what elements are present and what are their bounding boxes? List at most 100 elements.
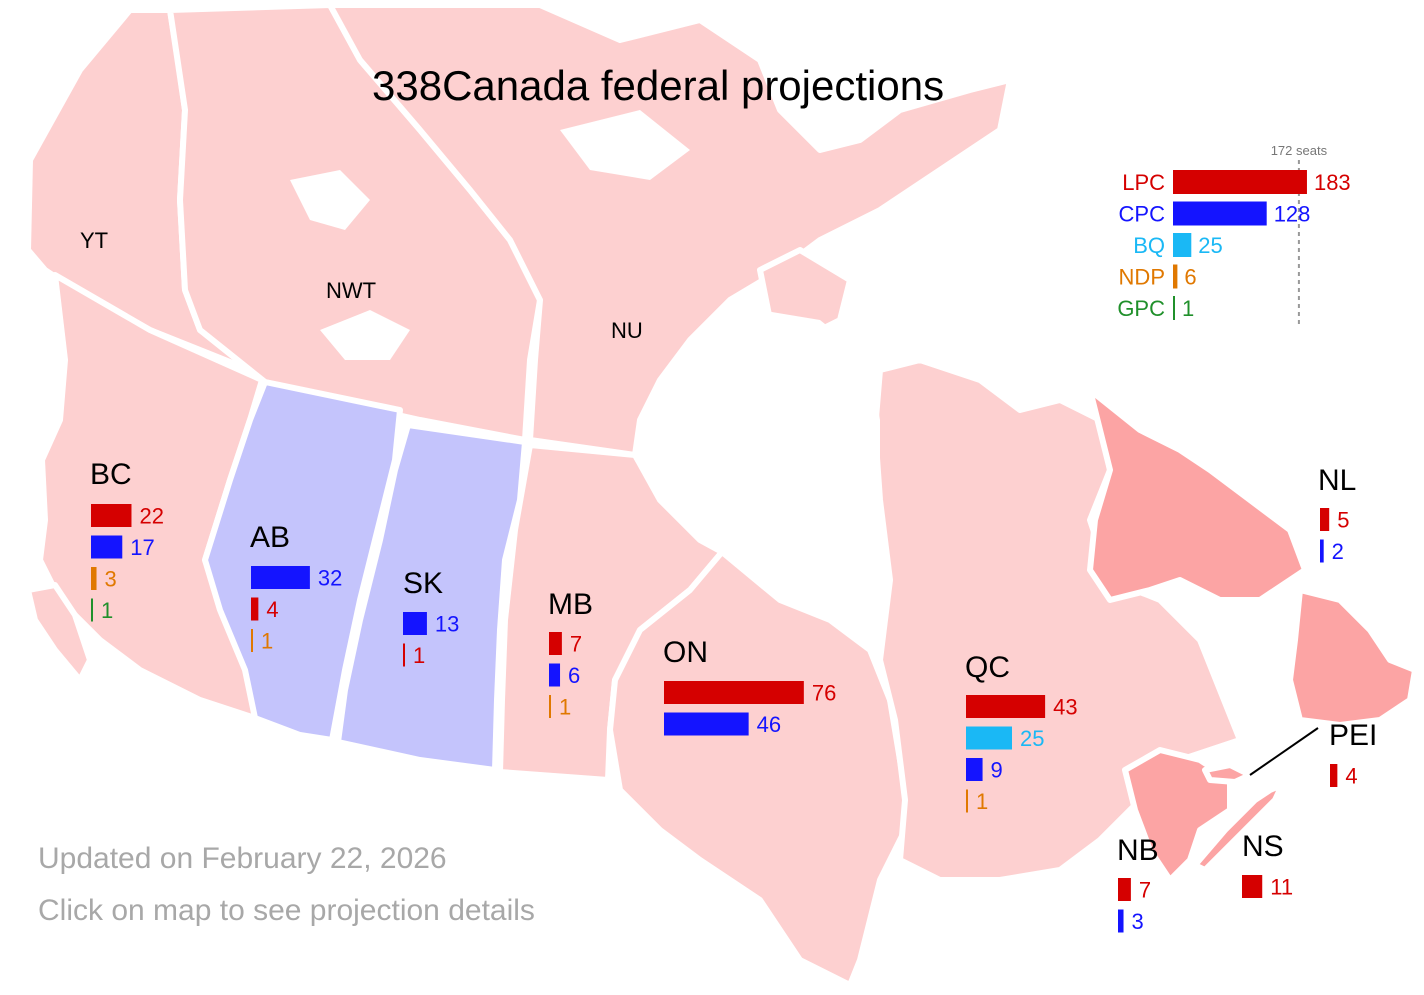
national-party-ndp: NDP	[1119, 265, 1165, 290]
bar-mb-lpc	[549, 632, 562, 655]
province-on[interactable]: ON 76 46	[663, 636, 836, 737]
value-sk-cpc: 13	[435, 612, 459, 637]
province-label-on: ON	[663, 636, 708, 669]
majority-label: 172 seats	[1271, 143, 1328, 158]
hudson-bay	[640, 310, 880, 590]
value-bc-lpc: 22	[139, 504, 163, 529]
region-nb[interactable]	[1122, 747, 1233, 883]
province-mb[interactable]: MB 7 6 1	[548, 588, 593, 720]
value-qc-lpc: 43	[1053, 695, 1077, 720]
bar-bc-ndp	[91, 567, 97, 590]
bar-nl-lpc	[1320, 508, 1330, 531]
region-nu[interactable]	[327, 2, 1013, 458]
national-value-cpc: 128	[1274, 202, 1311, 227]
province-label-nb: NB	[1117, 834, 1159, 867]
value-on-lpc: 76	[812, 681, 836, 706]
region-pei[interactable]	[1202, 762, 1253, 785]
province-qc[interactable]: QC 43 25 91	[965, 651, 1078, 814]
region-on[interactable]	[607, 549, 913, 988]
bar-qc-cpc	[966, 758, 983, 781]
bar-on-lpc	[664, 681, 804, 704]
province-label-ns: NS	[1242, 830, 1284, 863]
nu-inlet	[560, 110, 690, 180]
value-ab-lpc: 4	[266, 597, 278, 622]
province-label-bc: BC	[90, 458, 132, 491]
water-bodies	[290, 110, 880, 590]
bar-ab-ndp	[251, 629, 253, 652]
province-nb[interactable]: NB 7 3	[1117, 834, 1159, 934]
bar-qc-ndp	[966, 789, 968, 813]
region-nl-labrador[interactable]	[1087, 387, 1308, 603]
pei-leader-line	[1249, 727, 1319, 776]
province-sk[interactable]: SK 13 1	[403, 567, 459, 668]
national-bar-gpc	[1173, 296, 1175, 320]
value-nb-lpc: 7	[1139, 878, 1151, 903]
bar-ab-cpc	[251, 566, 310, 589]
page-title: 338Canada federal projections	[372, 62, 944, 109]
value-mb-lpc: 7	[570, 632, 582, 657]
bar-ab-lpc	[251, 597, 259, 621]
value-bc-cpc: 17	[130, 535, 154, 560]
bar-pei-lpc	[1330, 764, 1338, 787]
bar-mb-ndp	[549, 695, 551, 718]
label-yt: YT	[80, 228, 108, 253]
value-mb-cpc: 6	[568, 663, 580, 688]
national-bar-lpc	[1173, 170, 1307, 194]
province-ns[interactable]: NS 11	[1242, 830, 1293, 900]
bar-bc-gpc	[91, 598, 93, 622]
province-label-pei: PEI	[1329, 719, 1377, 752]
national-party-cpc: CPC	[1119, 202, 1166, 227]
bar-qc-bq	[966, 726, 1012, 750]
label-nu: NU	[611, 318, 643, 343]
national-value-lpc: 183	[1314, 170, 1351, 195]
value-nl-lpc: 5	[1337, 508, 1349, 533]
bar-sk-cpc	[403, 612, 427, 635]
province-bc[interactable]: BC 22 17 3 1	[90, 458, 164, 623]
bar-nb-lpc	[1118, 878, 1131, 901]
value-pei-lpc: 4	[1345, 764, 1357, 789]
updated-date: Updated on February 22, 2026	[38, 842, 447, 875]
bar-nb-cpc	[1118, 909, 1124, 933]
province-label-nl: NL	[1318, 464, 1356, 497]
province-results: BC221731AB3241SK131MB761ON7646QC432591NL…	[90, 458, 1377, 934]
national-party-lpc: LPC	[1122, 170, 1165, 195]
national-bar-ndp	[1173, 264, 1178, 289]
national-value-gpc: 1	[1182, 296, 1194, 321]
value-ns-lpc: 11	[1270, 875, 1293, 900]
click-hint: Click on map to see projection details	[38, 894, 535, 927]
province-nl[interactable]: NL 5 2	[1318, 464, 1356, 564]
bar-bc-lpc	[91, 504, 132, 527]
national-bar-bq	[1173, 233, 1192, 257]
national-value-bq: 25	[1198, 233, 1222, 258]
bar-sk-lpc	[403, 643, 405, 667]
national-party-bq: BQ	[1133, 233, 1165, 258]
value-nb-cpc: 3	[1132, 909, 1144, 934]
region-bc-island[interactable]	[25, 582, 93, 683]
national-value-ndp: 6	[1184, 265, 1196, 290]
value-on-cpc: 46	[757, 712, 781, 737]
region-nl-island[interactable]	[1287, 587, 1418, 728]
value-qc-bq: 25	[1020, 726, 1044, 751]
value-sk-lpc: 1	[413, 643, 425, 668]
value-mb-ndp: 1	[559, 695, 571, 720]
great-bear-lake	[290, 170, 370, 230]
province-pei[interactable]: PEI 4	[1329, 719, 1377, 789]
map-regions[interactable]	[25, 2, 1418, 988]
value-qc-cpc: 9	[991, 758, 1003, 783]
national-bar-cpc	[1173, 201, 1267, 226]
bar-mb-cpc	[549, 663, 561, 687]
bar-ns-lpc	[1242, 875, 1263, 898]
bar-bc-cpc	[91, 535, 123, 559]
value-ab-cpc: 32	[318, 566, 342, 591]
value-bc-gpc: 1	[101, 598, 113, 623]
value-nl-cpc: 2	[1332, 539, 1344, 564]
province-label-ab: AB	[250, 521, 290, 554]
province-label-mb: MB	[548, 588, 593, 621]
value-qc-ndp: 1	[976, 789, 988, 814]
bar-qc-lpc	[966, 695, 1046, 718]
national-summary: 172 seats LPC 183 CPC 128 BQ 25 NDP 6 GPC 1	[1117, 143, 1351, 326]
great-slave-lake	[320, 310, 410, 360]
province-ab[interactable]: AB 32 4 1	[250, 521, 342, 654]
region-ns[interactable]	[1192, 782, 1285, 873]
